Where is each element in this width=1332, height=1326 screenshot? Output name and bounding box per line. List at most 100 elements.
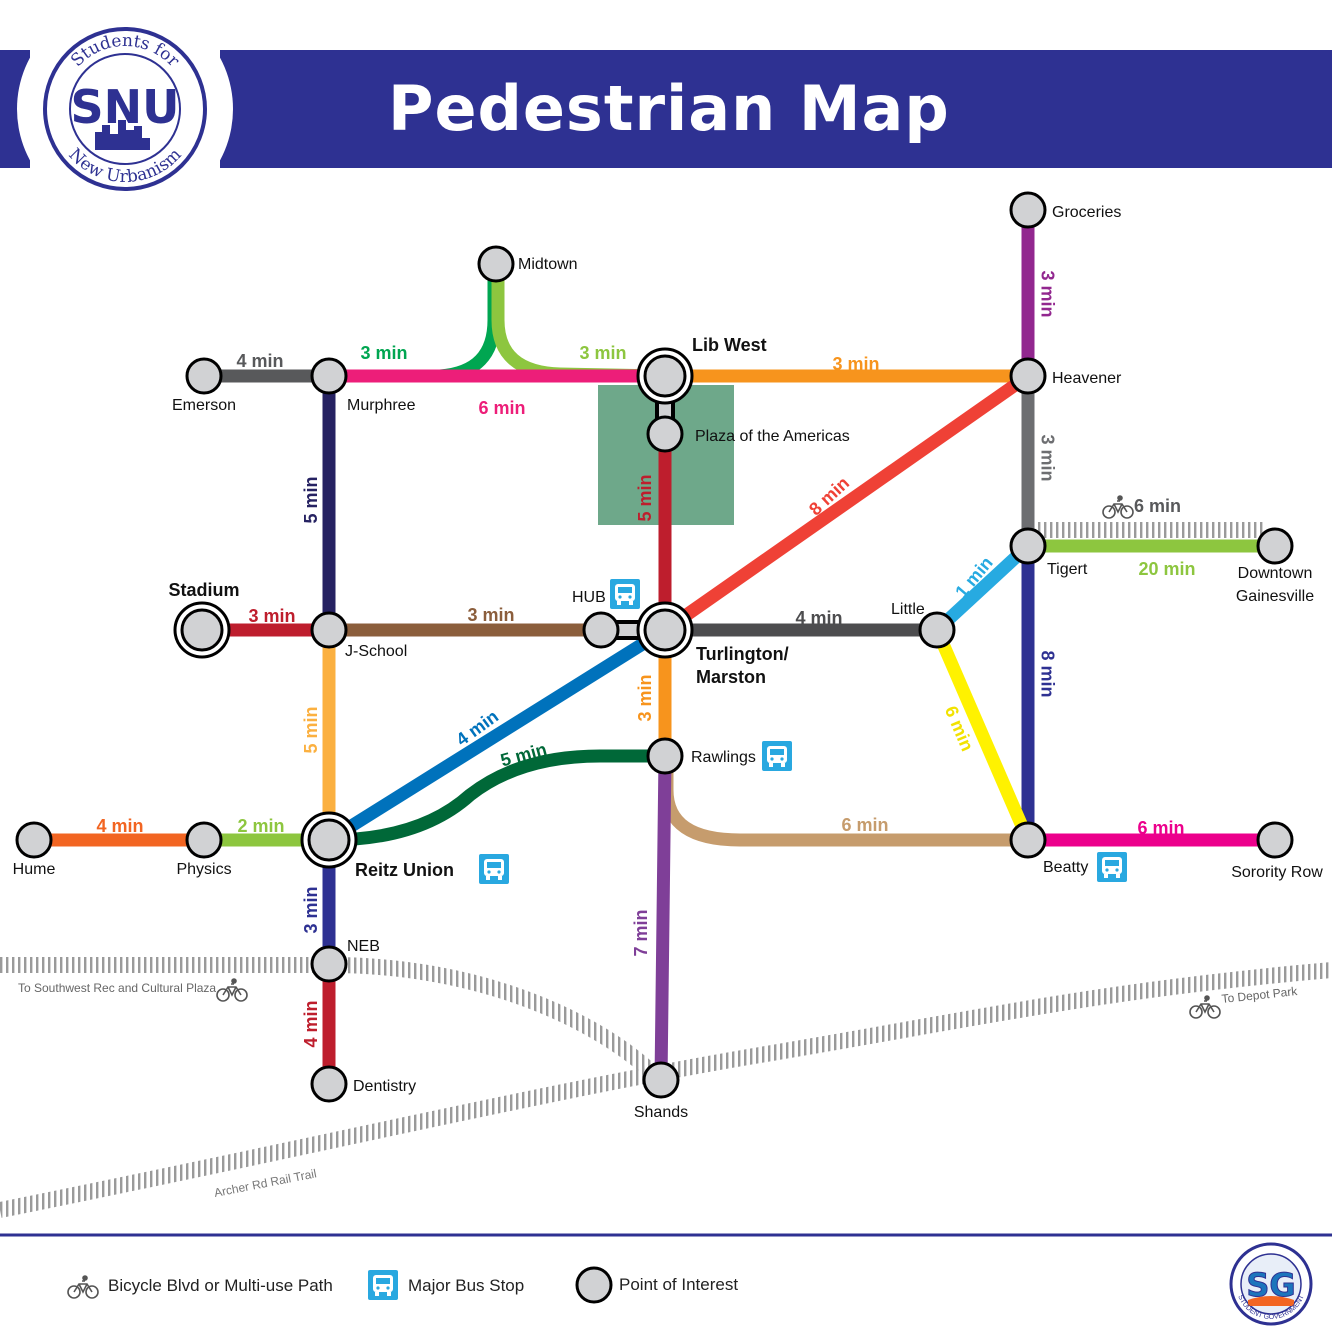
route-reitz-turlington[interactable] [322, 623, 672, 847]
station-sorority[interactable] [1256, 821, 1294, 859]
station-label-hub: HUB [572, 589, 606, 606]
poi-circle-icon [575, 1266, 613, 1304]
station-labels: Groceries Midtown Emerson Murphree Lib West H… [13, 204, 1324, 1121]
station-label-groceries: Groceries [1052, 204, 1121, 221]
route-time-tigert-downtown: 20 min [1138, 559, 1195, 579]
station-turlington[interactable] [643, 608, 687, 652]
bicycle-icon-downtown [1102, 495, 1134, 519]
southwest-trail[interactable] [0, 957, 666, 1086]
route-time-murphree-midtown: 3 min [360, 343, 407, 363]
station-label-midtown: Midtown [518, 256, 578, 273]
station-label-downtown: Downtown Gainesville [1236, 565, 1314, 605]
route-time-turlington-little: 4 min [795, 608, 842, 628]
route-little-tigert[interactable] [930, 539, 1035, 637]
route-time-midtown-libwest: 3 min [579, 343, 626, 363]
station-beatty[interactable] [1009, 821, 1047, 859]
page-title: Pedestrian Map [388, 72, 950, 145]
route-time-hume-physics: 4 min [96, 816, 143, 836]
route-turlington-heavener[interactable] [658, 369, 1035, 637]
station-downtown[interactable] [1256, 527, 1294, 565]
legend-bus-label: Major Bus Stop [408, 1276, 524, 1295]
station-libwest[interactable] [643, 354, 687, 398]
route-time-rawlings-beatty: 6 min [841, 815, 888, 835]
bicycle-icon [67, 1275, 99, 1299]
station-hub[interactable] [582, 611, 620, 649]
station-jschool[interactable] [310, 611, 348, 649]
archer-trail-label: Archer Rd Rail Trail [213, 1166, 318, 1200]
station-label-neb: NEB [347, 938, 380, 955]
route-time-tigert-beatty: 8 min [1037, 650, 1057, 697]
station-label-libwest: Lib West [692, 335, 767, 355]
station-little[interactable] [918, 611, 956, 649]
route-rawlings-shands[interactable] [654, 749, 672, 1087]
station-hume[interactable] [15, 821, 53, 859]
header-bar [220, 50, 1332, 168]
station-label-stadium: Stadium [168, 580, 239, 600]
station-label-heavener: Heavener [1052, 370, 1122, 387]
route-reitz-rawlings[interactable] [322, 749, 672, 847]
route-time-plaza-turlington: 5 min [635, 474, 655, 521]
station-label-rawlings: Rawlings [691, 749, 756, 766]
legend-poi-label: Point of Interest [619, 1275, 738, 1294]
route-time-physics-reitz: 2 min [237, 816, 284, 836]
route-time-heavener-tigert: 3 min [1037, 434, 1057, 481]
bus-icon-beatty [1097, 852, 1127, 882]
route-time-reitz-neb: 3 min [301, 886, 321, 933]
route-time-neb-dentistry: 4 min [301, 1000, 321, 1047]
route-time-groceries-heavener: 3 min [1037, 270, 1057, 317]
station-rawlings[interactable] [646, 737, 684, 775]
station-label-hume: Hume [13, 861, 56, 878]
route-time-jschool-reitz: 5 min [301, 706, 321, 753]
legend-bike-label: Bicycle Blvd or Multi-use Path [108, 1276, 333, 1295]
station-plaza[interactable] [646, 415, 684, 453]
route-time-emerson-murphree: 4 min [236, 351, 283, 371]
southwest-trail-label: To Southwest Rec and Cultural Plaza [18, 981, 216, 995]
station-label-jschool: J-School [345, 643, 407, 660]
bicycle-icon-depot [1189, 995, 1221, 1019]
bus-icon-reitz [479, 854, 509, 884]
archer-rail-trail[interactable] [0, 962, 1332, 1218]
station-label-physics: Physics [176, 861, 231, 878]
station-groceries[interactable] [1009, 191, 1047, 229]
station-dentistry[interactable] [310, 1065, 348, 1103]
station-reitz[interactable] [307, 818, 351, 862]
station-murphree[interactable] [310, 357, 348, 395]
station-emerson[interactable] [185, 357, 223, 395]
station-shands[interactable] [642, 1061, 680, 1099]
route-time-stadium-jschool: 3 min [248, 606, 295, 626]
station-neb[interactable] [310, 945, 348, 983]
station-label-sorority: Sorority Row [1231, 864, 1323, 881]
bus-icon-rawlings [762, 741, 792, 771]
station-label-plaza: Plaza of the Americas [695, 428, 850, 445]
bus-stop-icons [479, 579, 1127, 884]
route-time-libwest-heavener: 3 min [832, 354, 879, 374]
route-time-rawlings-shands: 7 min [631, 909, 651, 956]
station-label-turlington: Turlington/Marston [696, 644, 789, 687]
route-murphree-midtown[interactable] [322, 257, 501, 383]
station-label-murphree: Murphree [347, 397, 416, 414]
downtown-bike-time: 6 min [1134, 496, 1181, 516]
station-label-little: Little [891, 601, 925, 618]
station-stadium[interactable] [180, 608, 224, 652]
bicycle-icon-southwest [216, 978, 248, 1002]
route-time-beatty-sorority: 6 min [1137, 818, 1184, 838]
bus-icon [368, 1270, 398, 1300]
station-label-tigert: Tigert [1047, 561, 1088, 578]
station-midtown[interactable] [477, 245, 515, 283]
bus-icon-hub [610, 579, 640, 609]
stations [15, 191, 1294, 1103]
student-government-logo: SG STUDENT GOVERNMENT [1229, 1242, 1313, 1326]
station-label-emerson: Emerson [172, 397, 236, 414]
snu-logo: SNU Students for New Urbanism [17, 1, 233, 217]
route-little-beatty[interactable] [930, 623, 1035, 847]
rail-trails [0, 522, 1332, 1218]
station-physics[interactable] [185, 821, 223, 859]
station-tigert[interactable] [1009, 527, 1047, 565]
route-time-murphree-libwest: 6 min [478, 398, 525, 418]
route-time-turlington-rawlings: 3 min [635, 674, 655, 721]
route-time-jschool-hub: 3 min [467, 605, 514, 625]
station-label-dentistry: Dentistry [353, 1078, 416, 1095]
station-heavener[interactable] [1009, 357, 1047, 395]
legend: Bicycle Blvd or Multi-use Path Major Bus… [67, 1266, 738, 1304]
